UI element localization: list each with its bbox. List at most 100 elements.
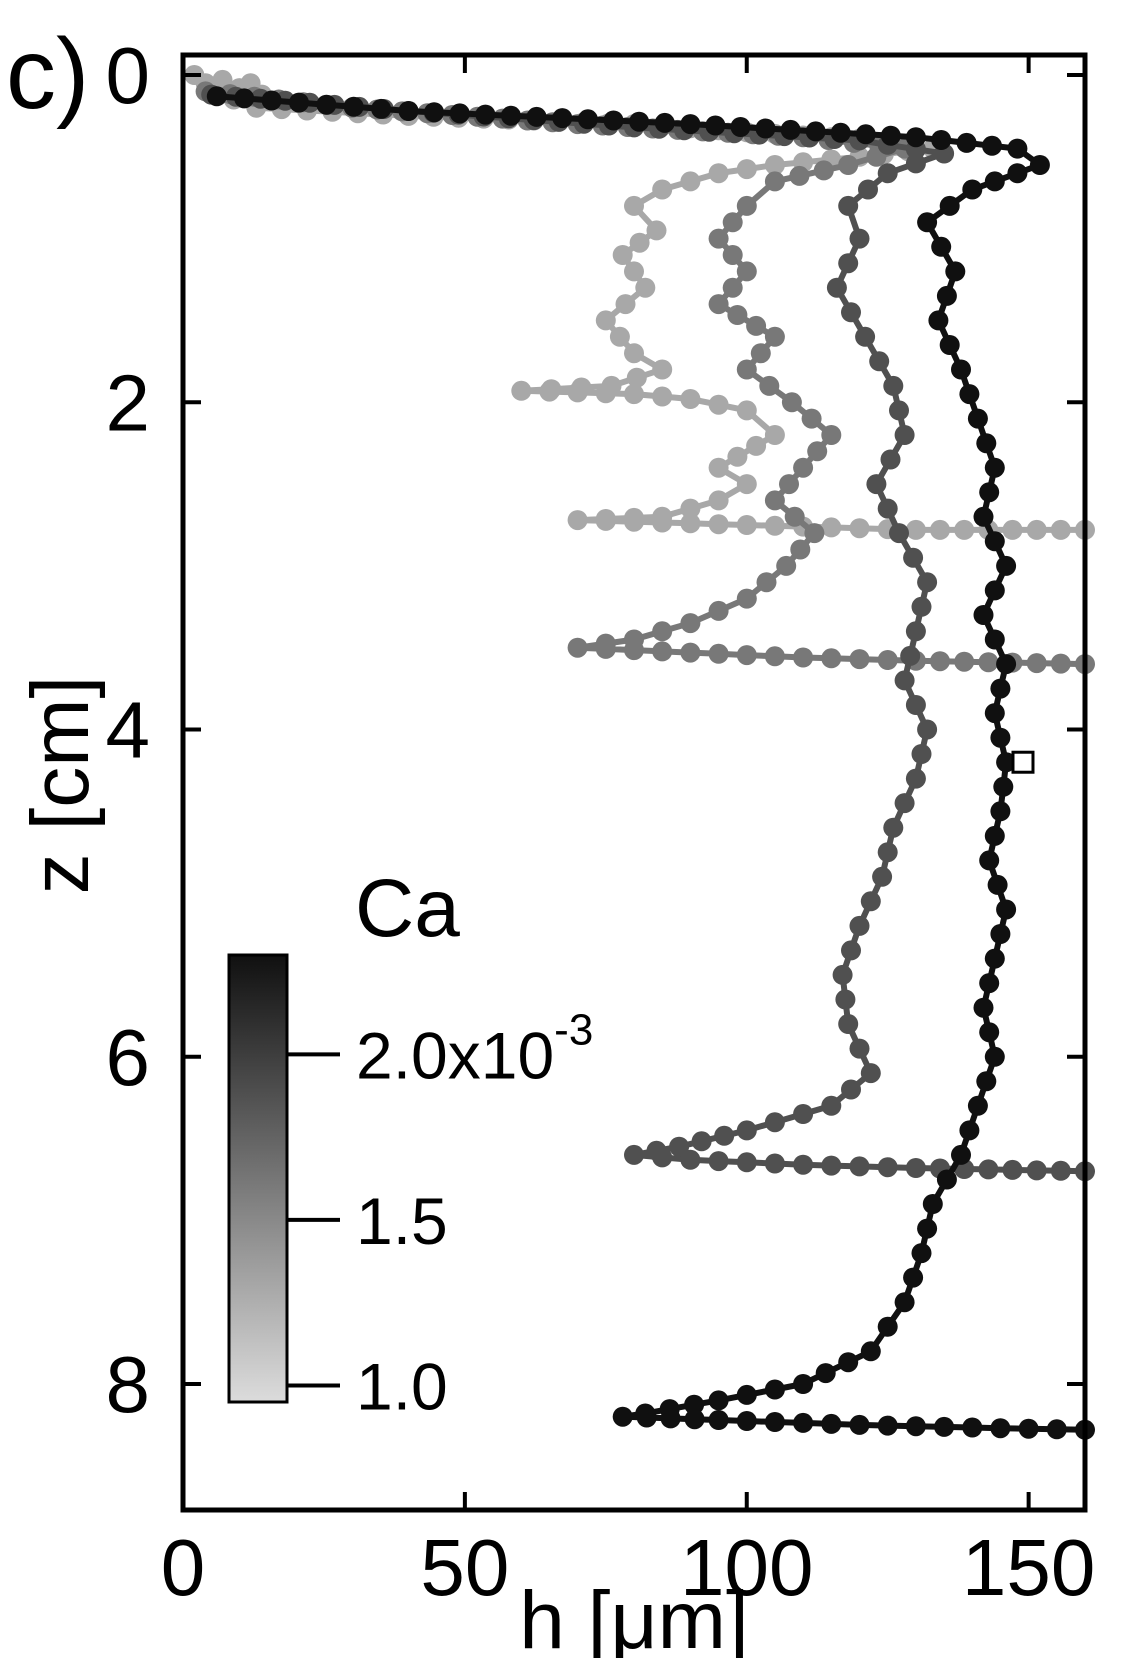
series-ca-1 [184,65,1095,540]
data-point [889,400,909,421]
data-point [595,383,616,404]
data-point [727,305,748,325]
data-point [567,382,588,403]
data-point [934,1416,955,1437]
data-point [722,277,743,298]
data-point [928,310,949,331]
data-point [979,850,1000,871]
data-point [931,130,952,150]
data-point [680,114,701,135]
data-point [954,519,975,540]
data-point [764,171,785,192]
y-tick-label: 4 [106,686,151,775]
data-point [776,555,797,576]
data-point [821,1155,842,1176]
data-point [764,1153,785,1174]
data-point [624,511,644,532]
data-point [917,212,938,233]
data-point [680,1149,701,1170]
data-point [911,744,932,764]
data-point [982,135,1002,156]
data-point [813,160,834,181]
data-point [793,1412,814,1433]
y-axis-label: z [cm] [15,676,106,895]
data-point [973,605,994,625]
colorbar-exponent: -3 [554,1005,593,1054]
data-point [736,159,757,180]
data-point [1050,519,1071,540]
data-point [984,171,1005,192]
data-point [624,343,644,364]
data-point [793,1374,814,1394]
data-point [990,1418,1011,1439]
series-ca-2.3 [206,86,1095,1440]
data-point [736,1384,757,1405]
data-point [979,973,1000,994]
data-point [838,155,859,175]
data-point [903,547,924,568]
plot-frame [180,52,1088,1513]
data-point [793,1104,814,1124]
data-point [684,1394,705,1415]
data-point [849,518,870,539]
data-point [984,531,1005,552]
data-point [684,1409,705,1430]
data-point [736,195,757,216]
data-point [652,179,673,200]
data-point [680,171,701,192]
data-point [764,515,785,536]
data-point [905,153,926,174]
data-point [424,102,445,123]
x-axis-label: h [μm] [519,1575,749,1658]
data-point [984,1046,1005,1067]
data-point [945,261,966,282]
data-point [793,1154,814,1175]
data-point [855,326,876,347]
data-point [746,435,767,456]
data-point [841,940,861,961]
data-point [931,236,952,257]
data-point [917,1218,938,1239]
data-point [838,1352,859,1373]
data-point [894,1292,915,1313]
data-point [736,474,757,495]
data-point [959,1120,980,1141]
data-point [730,117,751,137]
data-point [680,498,701,519]
data-point [956,132,977,153]
data-point [984,457,1005,478]
data-point [1007,138,1028,159]
data-point [996,752,1017,773]
data-point [793,457,814,478]
data-point [905,695,926,715]
data-point [917,572,938,593]
data-point [371,98,392,119]
data-point [660,1408,681,1429]
data-point [398,101,419,121]
colorbar-gradient [227,953,289,1404]
data-point [911,596,932,617]
data-point [206,86,227,107]
data-point [984,703,1005,724]
data-point [821,1095,842,1116]
data-point [449,103,470,124]
data-point [750,343,771,364]
data-point [939,195,960,216]
data-point [603,110,624,131]
data-point [1002,1159,1023,1180]
colorbar-tick-label: 1.5 [356,1184,448,1258]
data-point [877,842,898,863]
data-point [234,88,255,109]
data-point [567,637,588,658]
data-point [967,1095,988,1116]
data-point [708,514,729,535]
data-point [880,449,901,470]
colorbar-tick-label: 2.0x10-3 [356,1005,593,1092]
data-point [764,646,785,667]
data-point [855,124,876,145]
marker-square [1011,750,1035,774]
data-point [954,651,975,672]
data-point [764,155,785,175]
data-point [708,490,729,511]
